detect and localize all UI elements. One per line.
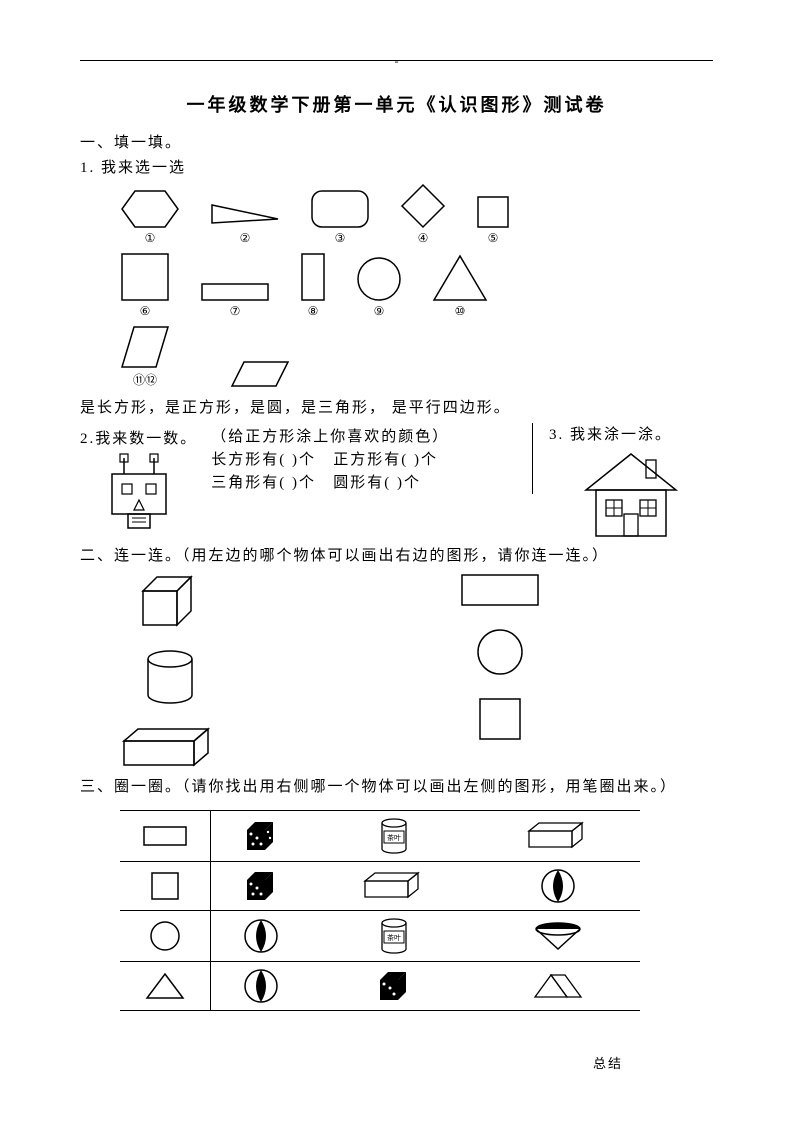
shape-parallelogram-2 bbox=[230, 360, 290, 388]
label-1: ① bbox=[120, 231, 180, 246]
cell-cone bbox=[476, 911, 640, 962]
circle-table: 茶叶 茶叶 bbox=[120, 810, 673, 1011]
label-10: ⑩ bbox=[432, 304, 488, 319]
connect-right-col bbox=[460, 573, 540, 769]
shape-diamond: ④ bbox=[400, 183, 446, 246]
cell-cuboid bbox=[312, 862, 476, 911]
label-7: ⑦ bbox=[200, 304, 270, 319]
q2-title-col: 2.我来数一数。 bbox=[80, 423, 197, 530]
section-3-heading: 三、圈一圈。（请你找出用右侧哪一个物体可以画出左侧的图形，用笔圈出来。） bbox=[80, 775, 713, 796]
connect-left-col bbox=[120, 573, 220, 769]
shape-square: ⑥ bbox=[120, 252, 170, 319]
cube-3d-icon bbox=[135, 573, 205, 629]
q3-col: 3. 我来涂一涂。 bbox=[533, 423, 713, 540]
label-8: ⑧ bbox=[300, 304, 326, 319]
cylinder-3d-icon bbox=[143, 649, 197, 707]
cell-rect bbox=[120, 811, 210, 862]
footer-text: 总结 bbox=[593, 1053, 623, 1072]
shape-rounded-rect: ③ bbox=[310, 189, 370, 246]
label-2: ② bbox=[210, 231, 280, 246]
shape-hexagon: ① bbox=[120, 189, 180, 246]
shapes-row-2: ⑥ ⑦ ⑧ ⑨ ⑩ bbox=[120, 252, 713, 319]
q2-note: （给正方形涂上你喜欢的颜色） bbox=[211, 425, 520, 446]
q2-title: 2.我来数一数。 bbox=[80, 427, 197, 448]
q3-title: 3. 我来涂一涂。 bbox=[549, 423, 713, 444]
shape-flat-rect: ⑦ bbox=[200, 282, 270, 319]
cell-can: 茶叶 bbox=[312, 911, 476, 962]
q2-q3-row: 2.我来数一数。 （给正方形涂上你喜欢的颜色） 长方形有( )个 正方形有( )… bbox=[80, 423, 713, 540]
table-row: 茶叶 bbox=[120, 811, 640, 862]
q1-sentence: 是长方形，是正方形，是圆，是三角形， 是平行四边形。 bbox=[80, 396, 713, 417]
page-title: 一年级数学下册第一单元《认识图形》测试卷 bbox=[80, 91, 713, 117]
section-1-heading: 一、填一填。 bbox=[80, 131, 713, 152]
cell-can: 茶叶 bbox=[312, 811, 476, 862]
rectangle-icon bbox=[460, 573, 540, 607]
house-icon bbox=[549, 450, 713, 540]
q2-content: （给正方形涂上你喜欢的颜色） 长方形有( )个 正方形有( )个 三角形有( )… bbox=[197, 423, 533, 494]
cell-ball bbox=[210, 962, 312, 1011]
cuboid-3d-icon bbox=[120, 727, 220, 769]
section-2-heading: 二、连一连。（用左边的哪个物体可以画出右边的图形，请你连一连。） bbox=[80, 544, 713, 565]
label-5: ⑤ bbox=[476, 231, 510, 246]
square-icon bbox=[478, 697, 522, 741]
table-row bbox=[120, 862, 640, 911]
shapes-row-1: ① ② ③ ④ ⑤ bbox=[120, 183, 713, 246]
circle-icon bbox=[475, 627, 525, 677]
cell-triangle bbox=[120, 962, 210, 1011]
cell-dice bbox=[210, 862, 312, 911]
label-11-12: ⑪⑫ bbox=[120, 371, 170, 388]
shape-circle: ⑨ bbox=[356, 256, 402, 319]
label-9: ⑨ bbox=[356, 304, 402, 319]
cell-ball bbox=[476, 862, 640, 911]
svg-text:茶叶: 茶叶 bbox=[387, 833, 401, 842]
svg-text:茶叶: 茶叶 bbox=[387, 933, 401, 942]
label-4: ④ bbox=[400, 231, 446, 246]
shape-thin-triangle: ② bbox=[210, 201, 280, 246]
label-3: ③ bbox=[310, 231, 370, 246]
shape-small-square: ⑤ bbox=[476, 195, 510, 246]
shape-triangle: ⑩ bbox=[432, 254, 488, 319]
cell-circle bbox=[120, 911, 210, 962]
table-row: 茶叶 bbox=[120, 911, 640, 962]
q2-line2: 三角形有( )个 圆形有( )个 bbox=[211, 471, 520, 492]
cell-dice bbox=[210, 811, 312, 862]
cell-square bbox=[120, 862, 210, 911]
shapes-row-3: ⑪⑫ bbox=[120, 325, 713, 388]
shape-parallelogram-1: ⑪⑫ bbox=[120, 325, 170, 388]
cell-cuboid bbox=[476, 811, 640, 862]
shape-tall-rect: ⑧ bbox=[300, 252, 326, 319]
label-6: ⑥ bbox=[120, 304, 170, 319]
cell-prism bbox=[476, 962, 640, 1011]
cell-ball bbox=[210, 911, 312, 962]
shape-table: 茶叶 茶叶 bbox=[120, 810, 640, 1011]
table-row bbox=[120, 962, 640, 1011]
cell-dice bbox=[312, 962, 476, 1011]
header-dash: - bbox=[395, 54, 399, 69]
robot-icon bbox=[104, 452, 174, 530]
q1-title: 1. 我来选一选 bbox=[80, 156, 713, 177]
q2-line1: 长方形有( )个 正方形有( )个 bbox=[211, 448, 520, 469]
connect-area bbox=[120, 573, 540, 769]
